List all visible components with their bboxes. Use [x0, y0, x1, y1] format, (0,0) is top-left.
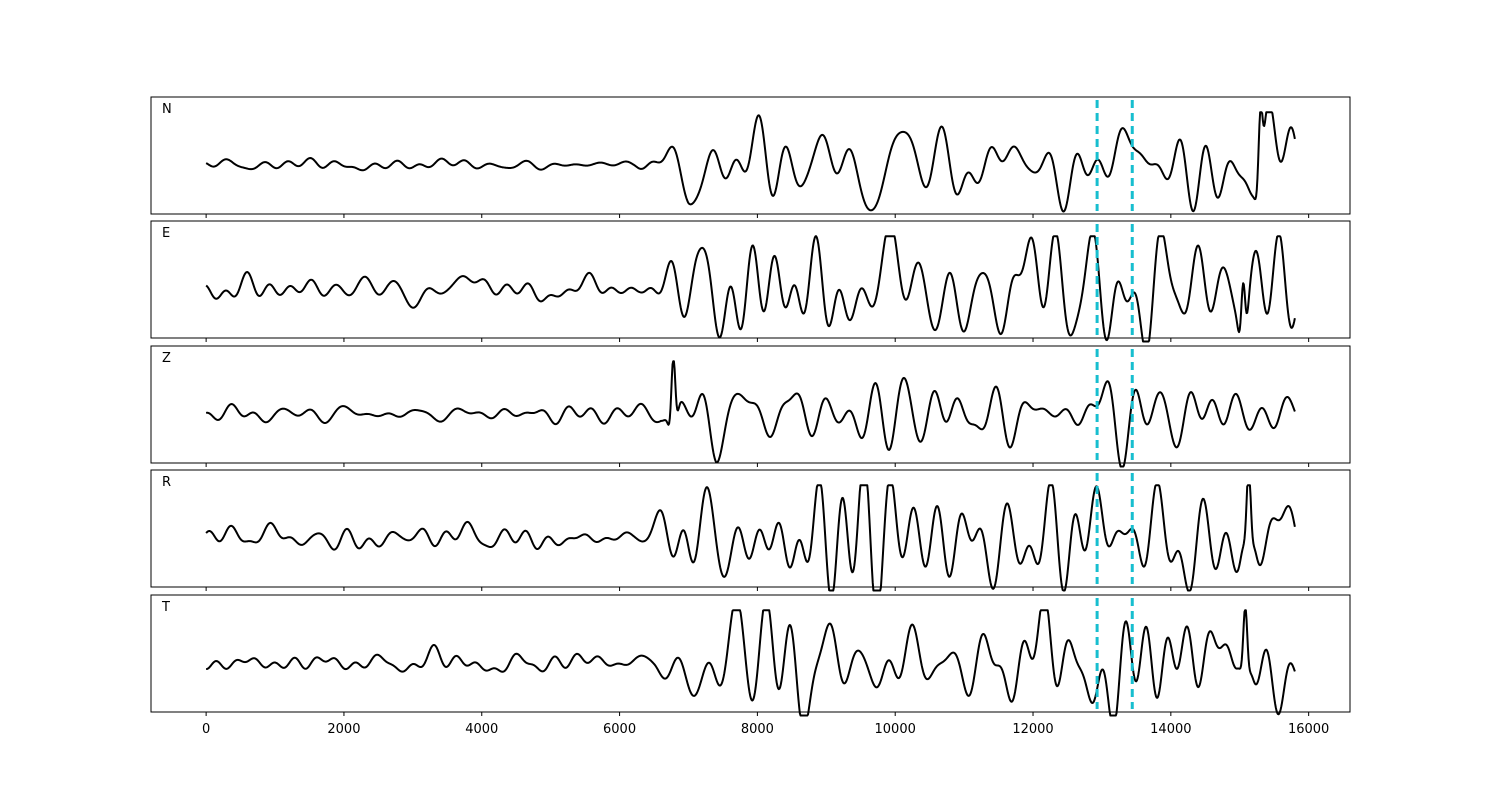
panel-label-N: N: [162, 102, 172, 117]
panel-E: E: [150, 220, 1351, 343]
x-tick-label: 8000: [741, 722, 774, 737]
x-tick-label: 4000: [465, 722, 498, 737]
panel-label-T: T: [161, 600, 170, 615]
panel-label-E: E: [162, 226, 170, 241]
x-tick-label: 0: [202, 722, 210, 737]
x-axis: 0 2000 4000 6000 8000 10000 12000 14000 16000: [202, 722, 1329, 737]
panel-label-R: R: [162, 475, 171, 490]
x-tick-label: 6000: [603, 722, 636, 737]
panel-frame: [150, 220, 1351, 339]
x-tick-label: 10000: [875, 722, 916, 737]
trace-T: [205, 609, 1296, 717]
trace-N: [205, 111, 1296, 213]
x-tick-label: 16000: [1288, 722, 1329, 737]
panel-T: T: [150, 594, 1351, 717]
panel-frame: [150, 594, 1351, 713]
panel-R: R: [150, 469, 1351, 592]
panel-frame: [150, 469, 1351, 588]
x-tick-label: 12000: [1012, 722, 1053, 737]
panel-N: N: [150, 96, 1351, 218]
panel-label-Z: Z: [162, 351, 171, 366]
trace-E: [205, 235, 1296, 343]
trace-Z: [205, 360, 1296, 468]
panel-frame: [150, 96, 1351, 215]
x-tick-label: 2000: [327, 722, 360, 737]
panel-frame: [150, 345, 1351, 464]
panels: N E Z R T: [150, 96, 1351, 717]
trace-R: [205, 484, 1296, 592]
panel-Z: Z: [150, 345, 1351, 468]
x-tick-label: 14000: [1150, 722, 1191, 737]
